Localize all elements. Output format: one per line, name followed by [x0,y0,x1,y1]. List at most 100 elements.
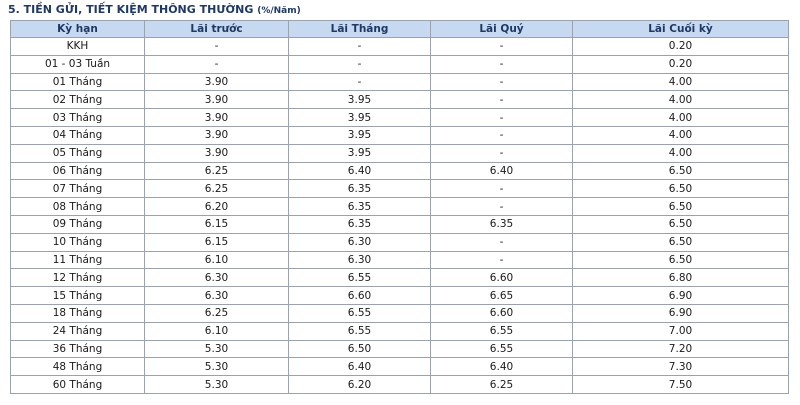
rate-cell: 6.60 [430,303,573,323]
rate-cell: 6.25 [144,179,289,199]
rate-cell: 6.60 [430,268,573,288]
rate-cell: 6.65 [430,286,573,305]
rate-cell: 6.50 [288,339,431,359]
rate-cell: 4.00 [572,143,789,163]
term-cell: 04 Tháng [10,125,145,145]
rate-cell: - [430,232,573,252]
rate-cell: 6.90 [572,303,789,323]
term-cell: 06 Tháng [10,161,145,181]
rate-cell: 6.40 [288,357,431,377]
rate-cell: - [430,250,573,270]
rate-cell: 4.00 [572,90,789,110]
rate-cell: 6.50 [572,250,789,270]
rate-cell: 6.15 [144,232,289,252]
rate-cell: - [430,197,573,216]
rate-cell: 6.40 [430,357,573,377]
rate-cell: 7.00 [572,321,789,341]
rate-cell: 0.20 [572,37,789,56]
rate-table: Kỳ hạn Lãi trước Lãi Tháng Lãi Quý Lãi Cuối … [10,20,789,394]
rate-cell: 6.25 [144,161,289,181]
rate-cell: 6.55 [288,321,431,341]
rate-cell: 6.30 [288,250,431,270]
rate-cell: 4.00 [572,125,789,145]
rate-cell: 4.00 [572,72,789,92]
rate-cell: 6.30 [144,286,289,305]
title-main: 5. TIỀN GỬI, TIẾT KIỆM THÔNG THƯỜNG [8,3,254,16]
section-title: 5. TIỀN GỬI, TIẾT KIỆM THÔNG THƯỜNG (%/N… [8,3,301,16]
rate-cell: 6.80 [572,268,789,288]
rate-cell: 4.00 [572,108,789,127]
rate-cell: 6.35 [288,179,431,199]
table-row: 06 Tháng 6.25 6.40 6.40 6.50 [10,161,789,181]
table-row: 08 Tháng 6.20 6.35-6.50 [10,197,789,216]
rate-cell: 6.50 [572,179,789,199]
rate-cell: - [430,90,573,110]
header-cell: Lãi Quý [430,20,573,38]
rate-cell: 6.20 [144,197,289,216]
term-cell: 02 Tháng [10,90,145,110]
table-row: 04 Tháng 3.90 3.95-4.00 [10,125,789,145]
rate-cell: 6.25 [430,375,573,394]
table-row: 36 Tháng 5.30 6.50 6.55 7.20 [10,339,789,359]
rate-cell: 7.50 [572,375,789,394]
table-row: KKH - - -0.20 [10,37,789,56]
table-row: 12 Tháng 6.30 6.55 6.60 6.80 [10,268,789,288]
header-row: Kỳ hạn Lãi trước Lãi Tháng Lãi Quý Lãi Cuối … [10,20,789,38]
header-cell: Kỳ hạn [10,20,145,38]
rate-cell: - [288,54,431,74]
term-cell: 08 Tháng [10,197,145,216]
table-row: 11 Tháng 6.10 6.30-6.50 [10,250,789,270]
rate-cell: - [430,72,573,92]
rate-cell: 3.95 [288,143,431,163]
rate-cell: - [430,179,573,199]
rate-cell: 3.90 [144,90,289,110]
rate-cell: 6.35 [288,214,431,234]
term-cell: KKH [10,37,145,56]
table-row: 18 Tháng 6.25 6.55 6.60 6.90 [10,303,789,323]
rate-cell: 0.20 [572,54,789,74]
rate-cell: 6.40 [288,161,431,181]
term-cell: 10 Tháng [10,232,145,252]
header-cell: Lãi Cuối kỳ [572,20,789,38]
table-row: 01 - 03 Tuần - - -0.20 [10,54,789,74]
rate-cell: 5.30 [144,339,289,359]
header-cell: Lãi Tháng [288,20,431,38]
table-row: 01 Tháng 3.90- -4.00 [10,72,789,92]
rate-cell: - [288,72,431,92]
rate-cell: 6.50 [572,161,789,181]
title-unit: (%/Năm) [257,6,301,16]
term-cell: 11 Tháng [10,250,145,270]
table-row: 10 Tháng 6.15 6.30-6.50 [10,232,789,252]
rate-cell: 6.40 [430,161,573,181]
rate-cell: 6.35 [430,214,573,234]
term-cell: 48 Tháng [10,357,145,377]
rate-cell: 5.30 [144,375,289,394]
rate-cell: - [430,125,573,145]
rate-cell: 6.55 [288,268,431,288]
header-cell: Lãi trước [144,20,289,38]
rate-cell: - [144,37,289,56]
rate-cell: - [430,37,573,56]
table-row: 48 Tháng 5.30 6.40 6.40 7.30 [10,357,789,377]
rate-cell: 6.90 [572,286,789,305]
rate-cell: 6.50 [572,197,789,216]
term-cell: 01 - 03 Tuần [10,54,145,74]
rate-cell: 3.90 [144,108,289,127]
rate-cell: 3.95 [288,90,431,110]
rate-cell: 6.15 [144,214,289,234]
rate-cell: 3.90 [144,125,289,145]
term-cell: 07 Tháng [10,179,145,199]
table-row: 03 Tháng 3.90 3.95-4.00 [10,108,789,127]
rate-cell: 5.30 [144,357,289,377]
rate-cell: 7.30 [572,357,789,377]
rate-cell: 6.25 [144,303,289,323]
term-cell: 03 Tháng [10,108,145,127]
rate-cell: 6.55 [288,303,431,323]
rate-cell: 6.30 [288,232,431,252]
rate-cell: 6.50 [572,214,789,234]
term-cell: 18 Tháng [10,303,145,323]
rate-cell: 6.50 [572,232,789,252]
table-row: 60 Tháng 5.30 6.20 6.25 7.50 [10,375,789,394]
rate-cell: 6.55 [430,321,573,341]
